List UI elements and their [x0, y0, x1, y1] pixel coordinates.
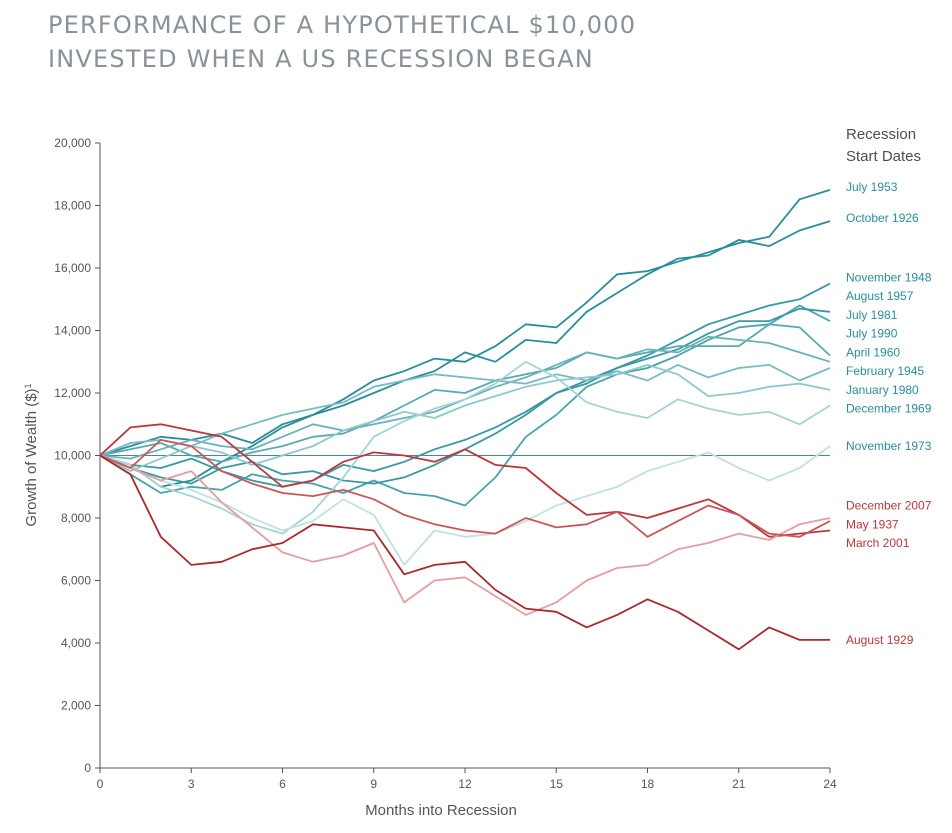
series-line-december-2007: [99, 423, 831, 538]
x-tick-label: 3: [188, 777, 195, 791]
y-axis-label-superscript: 1: [23, 383, 33, 388]
x-tick-label: 15: [550, 777, 564, 791]
x-axis-label: Months into Recession: [365, 802, 517, 819]
series-label-january-1980: January 1980: [846, 383, 919, 397]
y-axis: 0 2,000 4,000 6,000 8,000 10,000 12,000 14,000 1…: [54, 136, 101, 775]
series-label-july-1981: July 1981: [846, 308, 898, 322]
y-axis-label-text: Growth of Wealth ($): [23, 388, 40, 526]
y-tick-label: 16,000: [54, 261, 91, 275]
series-lines: [99, 189, 831, 651]
series-line-july-1953: [99, 189, 831, 457]
chart-title-line-1: PERFORMANCE OF A HYPOTHETICAL $10,000: [48, 11, 637, 39]
series-line-august-1957: [99, 304, 831, 507]
series-label-august-1929: August 1929: [846, 633, 914, 647]
x-tick-label: 21: [732, 777, 746, 791]
x-tick-label: 12: [458, 777, 472, 791]
series-line-may-1937: [99, 454, 831, 616]
series-label-march-2001: March 2001: [846, 536, 910, 550]
x-tick-label: 9: [370, 777, 377, 791]
y-axis-label: Growth of Wealth ($)1: [23, 383, 40, 526]
series-line-august-1929: [99, 454, 830, 651]
chart-title: PERFORMANCE OF A HYPOTHETICAL $10,000 IN…: [48, 8, 636, 76]
x-axis: 0 3 6 9 12 15 18 21 24: [97, 767, 837, 791]
series-label-july-1990: July 1990: [846, 327, 898, 341]
y-tick-label: 0: [84, 761, 91, 775]
series-label-december-2007: December 2007: [846, 499, 932, 513]
series-label-july-1953: July 1953: [846, 180, 898, 194]
series-label-november-1973: November 1973: [846, 439, 932, 453]
y-tick-label: 2,000: [61, 699, 91, 713]
series-label-december-1969: December 1969: [846, 402, 932, 416]
y-tick-label: 18,000: [54, 199, 91, 213]
series-label-february-1945: February 1945: [846, 364, 924, 378]
series-labels: July 1953 October 1926 November 1948 August…: [846, 180, 932, 647]
series-line-november-1948: [99, 282, 831, 488]
series-label-october-1926: October 1926: [846, 211, 919, 225]
y-tick-label: 20,000: [54, 136, 91, 150]
series-line-january-1980: [99, 363, 831, 473]
series-label-november-1948: November 1948: [846, 270, 932, 284]
series-line-october-1926: [99, 220, 831, 488]
y-tick-label: 8,000: [61, 511, 91, 525]
y-tick-label: 12,000: [54, 386, 91, 400]
x-tick-label: 6: [279, 777, 286, 791]
legend-title-line-1: Recession: [846, 126, 916, 143]
y-tick-label: 14,000: [54, 324, 91, 338]
series-line-july-1990: [99, 323, 831, 463]
series-label-may-1937: May 1937: [846, 517, 899, 531]
series-line-february-1945: [99, 363, 831, 457]
y-tick-label: 6,000: [61, 574, 91, 588]
y-tick-label: 4,000: [61, 636, 91, 650]
x-tick-label: 18: [641, 777, 655, 791]
y-tick-label: 10,000: [54, 449, 91, 463]
series-line-december-1969: [99, 360, 831, 535]
x-tick-label: 0: [97, 777, 104, 791]
series-label-august-1957: August 1957: [846, 289, 914, 303]
legend-title-line-2: Start Dates: [846, 148, 921, 165]
x-tick-label: 24: [823, 777, 837, 791]
series-line-march-2001: [99, 438, 831, 538]
chart-title-line-2: INVESTED WHEN A US RECESSION BEGAN: [48, 45, 594, 73]
series-label-april-1960: April 1960: [846, 345, 900, 359]
